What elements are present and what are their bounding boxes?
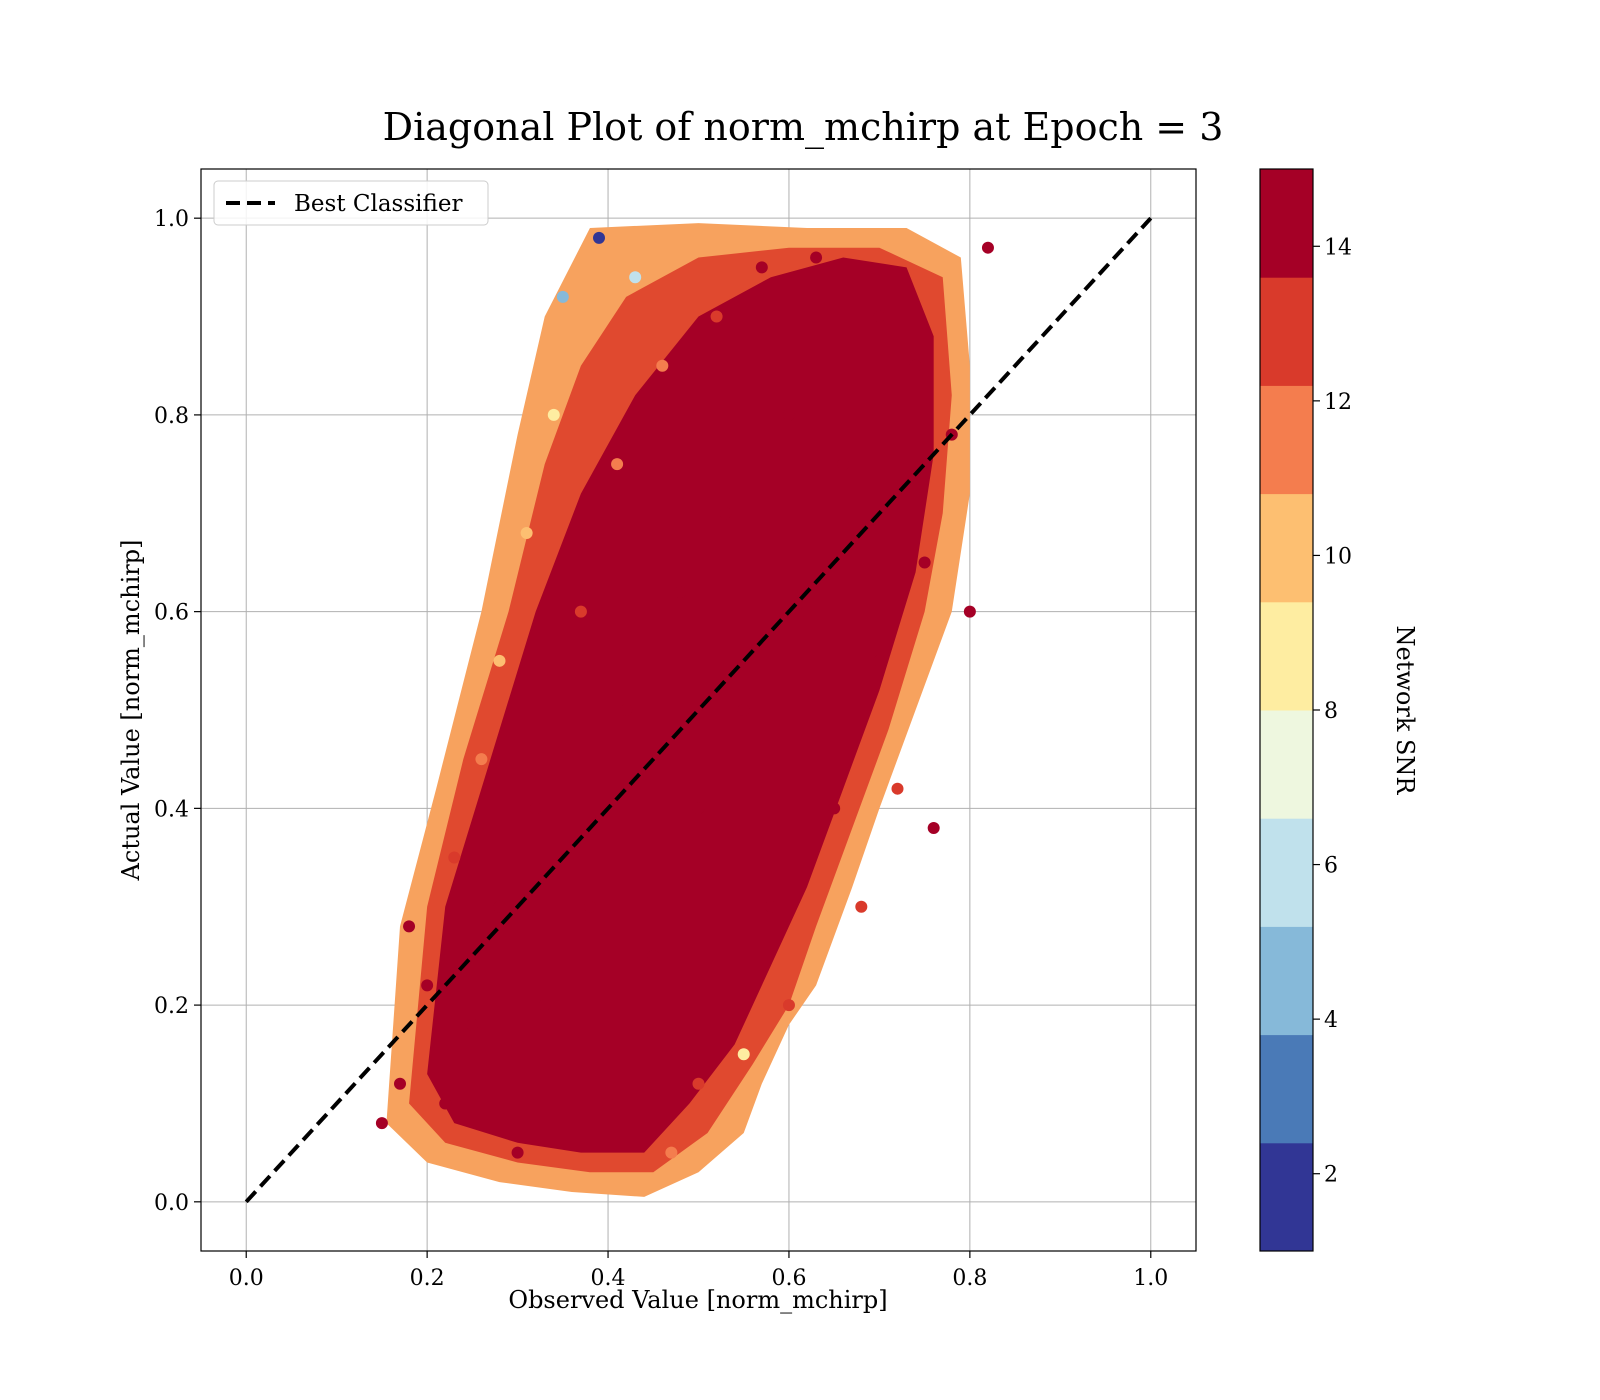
plot-frame	[200, 168, 1197, 1252]
scatter-point	[375, 1117, 388, 1130]
y-axis-label: Actual Value [norm_mchirp]	[117, 540, 145, 882]
scatter-point	[574, 605, 587, 618]
scatter-point	[421, 979, 434, 992]
scatter-point	[918, 556, 931, 569]
scatter-point	[674, 585, 687, 598]
scatter-point	[547, 408, 560, 421]
colorbar-band	[1260, 493, 1313, 603]
scatter-point	[493, 654, 506, 667]
scatter-point	[764, 900, 777, 913]
y-axis-ticks: 0.0 0.2 0.4 0.6 0.8 1.0	[154, 207, 201, 1216]
scatter-point	[583, 900, 596, 913]
colorbar-band	[1260, 277, 1313, 386]
scatter-point	[538, 999, 551, 1012]
scatter-point	[692, 1077, 705, 1090]
scatter-point	[692, 802, 705, 815]
scatter-point	[855, 900, 868, 913]
x-tick-label: 1.0	[1133, 1266, 1168, 1291]
colorbar-band	[1260, 601, 1313, 711]
scatter-point	[710, 310, 723, 323]
colorbar-tick-label: 14	[1324, 235, 1352, 260]
scatter-point	[873, 310, 886, 323]
y-tick-label: 0.2	[154, 994, 189, 1019]
scatter-point	[448, 851, 461, 864]
x-tick-label: 0.0	[229, 1266, 264, 1291]
colorbar-label: Network SNR	[1391, 626, 1419, 796]
scatter-point	[602, 1097, 615, 1110]
colorbar: 2 4 6 8 10 12 14 Network SNR	[1259, 168, 1419, 1252]
colorbar-tick-label: 2	[1324, 1163, 1338, 1188]
scatter-point	[782, 408, 795, 421]
scatter-density-fill	[386, 223, 970, 1197]
x-tick-label: 0.6	[771, 1266, 806, 1291]
scatter-point	[439, 1097, 452, 1110]
scatter-point	[891, 782, 904, 795]
colorbar-band	[1260, 1142, 1313, 1252]
scatter-point	[611, 458, 624, 471]
x-tick-label: 0.4	[591, 1266, 626, 1291]
colorbar-tick-label: 4	[1324, 1008, 1338, 1033]
scatter-point	[810, 251, 823, 264]
scatter-point	[737, 1048, 750, 1061]
chart-title: Diagonal Plot of norm_mchirp at Epoch = …	[383, 105, 1224, 150]
x-axis-label: Observed Value [norm_mchirp]	[508, 1286, 887, 1314]
scatter-point	[828, 802, 841, 815]
scatter-point	[927, 822, 940, 835]
scatter-point	[665, 1146, 678, 1159]
scatter-point	[656, 359, 669, 372]
scatter-point	[873, 654, 886, 667]
scatter-point	[466, 1018, 479, 1031]
x-axis-ticks: 0.0 0.2 0.4 0.6 0.8 1.0	[229, 1251, 1168, 1291]
scatter-point	[493, 900, 506, 913]
colorbar-tick-label: 6	[1324, 854, 1338, 879]
colorbar-band	[1260, 818, 1313, 927]
colorbar-band	[1260, 710, 1313, 819]
y-tick-label: 1.0	[154, 207, 189, 232]
colorbar-ticks: 2 4 6 8 10 12 14	[1313, 235, 1352, 1188]
colorbar-tick-label: 8	[1324, 699, 1338, 724]
colorbar-bands	[1260, 169, 1313, 1252]
scatter-point	[529, 802, 542, 815]
legend-label-best-classifier: Best Classifier	[294, 191, 462, 217]
y-tick-label: 0.6	[154, 601, 189, 626]
colorbar-band	[1260, 926, 1313, 1036]
scatter-point	[475, 753, 488, 766]
y-tick-label: 0.4	[154, 797, 189, 822]
scatter-point	[801, 605, 814, 618]
scatter-point	[719, 507, 732, 520]
y-tick-label: 0.8	[154, 404, 189, 429]
scatter-point	[556, 290, 569, 303]
scatter-point	[403, 920, 416, 933]
scatter-point	[737, 704, 750, 716]
scatter-core-high-snr	[427, 257, 934, 1153]
scatter-point	[647, 949, 660, 962]
scatter-point	[511, 1146, 524, 1159]
colorbar-tick-label: 12	[1324, 390, 1352, 415]
scatter-point	[837, 458, 850, 471]
scatter-point	[963, 605, 976, 618]
x-tick-label: 0.8	[952, 1266, 987, 1291]
x-tick-label: 0.2	[410, 1266, 445, 1291]
scatter-point	[755, 261, 768, 274]
scatter-point	[394, 1077, 406, 1090]
scatter-points	[375, 231, 994, 1159]
scatter-point	[981, 241, 994, 254]
scatter-point	[782, 999, 795, 1012]
colorbar-band	[1260, 385, 1313, 495]
colorbar-band	[1260, 1034, 1313, 1144]
legend: Best Classifier	[213, 180, 489, 226]
best-classifier-line	[244, 216, 1153, 1204]
colorbar-band	[1260, 169, 1313, 278]
legend-box	[213, 180, 489, 226]
scatter-point	[629, 271, 642, 284]
colorbar-tick-label: 10	[1324, 544, 1352, 569]
scatter-point	[620, 704, 633, 716]
y-tick-label: 0.0	[154, 1191, 189, 1216]
scatter-point	[520, 526, 533, 539]
scatter-point	[909, 359, 922, 372]
scatter-point	[593, 231, 605, 244]
